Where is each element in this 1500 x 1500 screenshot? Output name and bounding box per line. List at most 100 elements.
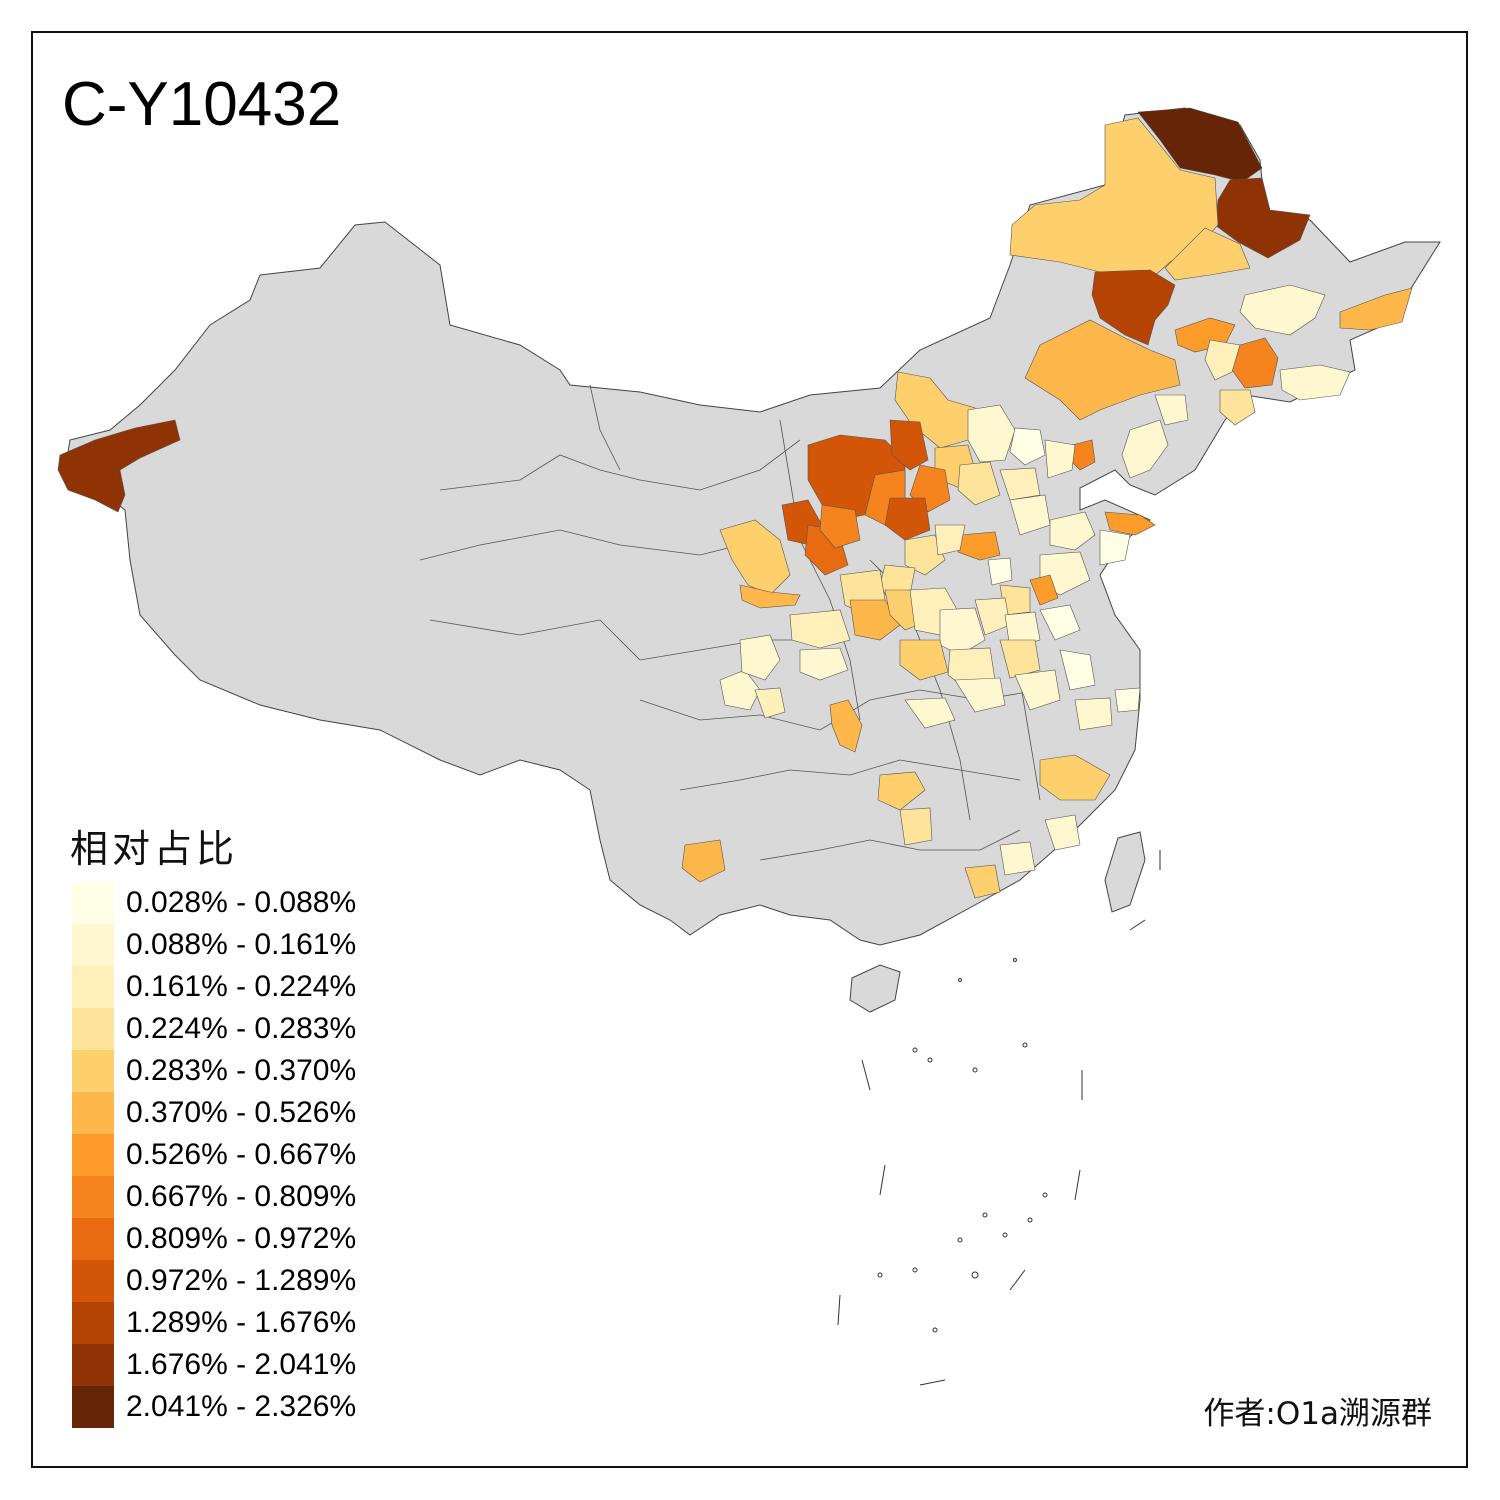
region-nanyang — [899, 639, 949, 681]
region-weihai — [1104, 511, 1156, 536]
region-guangzhou — [964, 864, 1001, 899]
taiwan-island — [1104, 831, 1146, 913]
legend-item: 0.224% - 0.283% — [72, 1008, 356, 1050]
legend-item: 0.972% - 1.289% — [72, 1260, 356, 1302]
legend-swatch — [72, 1092, 114, 1134]
map-frame — [31, 31, 1468, 1468]
legend-swatch — [72, 1386, 114, 1428]
region-shiyan — [904, 697, 956, 729]
region-shenyang — [1219, 389, 1256, 426]
legend-label: 0.370% - 0.526% — [126, 1096, 357, 1129]
region-yancheng — [1059, 649, 1096, 691]
legend-label: 0.028% - 0.088% — [126, 886, 357, 919]
region-qingdao — [1099, 529, 1131, 566]
region-nanjing — [1074, 697, 1113, 731]
region-luoyang — [939, 607, 986, 656]
region-jinan — [1049, 511, 1096, 551]
region-jinzhong — [934, 524, 966, 556]
legend-label: 0.224% - 0.283% — [126, 1012, 357, 1045]
region-xinzhou — [884, 497, 931, 541]
legend-label: 0.972% - 1.289% — [126, 1264, 357, 1297]
legend-label: 0.283% - 0.370% — [126, 1054, 357, 1087]
legend-item: 0.667% - 0.809% — [72, 1176, 356, 1218]
region-hefei — [1014, 669, 1061, 711]
legend-label: 0.088% - 0.161% — [126, 928, 357, 961]
region-chengdu — [754, 687, 786, 719]
legend-item: 0.370% - 0.526% — [72, 1092, 356, 1134]
region-shangqiu — [1004, 611, 1041, 649]
region-hanzhong — [799, 647, 849, 681]
legend-item: 0.028% - 0.088% — [72, 882, 356, 924]
region-dalian — [1121, 419, 1169, 479]
legend-label: 0.526% - 0.667% — [126, 1138, 357, 1171]
region-xuzhou — [1039, 604, 1081, 641]
region-fuzhou — [1044, 814, 1081, 851]
south-china-sea-islands — [837, 850, 1161, 1386]
region-yulin — [819, 504, 861, 549]
legend-item: 0.283% - 0.370% — [72, 1050, 356, 1092]
region-ganzhou — [999, 841, 1036, 876]
region-tangshan — [1044, 439, 1076, 479]
legend-label: 2.041% - 2.326% — [126, 1390, 357, 1423]
region-taiyuan — [904, 534, 946, 576]
region-liaoning-mid — [1154, 394, 1189, 426]
legend-item: 0.088% - 0.161% — [72, 924, 356, 966]
region-langfang — [999, 467, 1041, 501]
region-yanbian — [1279, 364, 1351, 401]
map-title: C-Y10432 — [62, 70, 342, 139]
legend-swatch — [72, 1050, 114, 1092]
legend-label: 1.676% - 2.041% — [126, 1348, 357, 1381]
region-baoji — [789, 609, 851, 649]
legend-swatch — [72, 1344, 114, 1386]
legend-swatch — [72, 1260, 114, 1302]
legend-swatch — [72, 1302, 114, 1344]
legend-swatch — [72, 1176, 114, 1218]
region-fuyang — [999, 639, 1041, 679]
legend-label: 0.161% - 0.224% — [126, 970, 357, 1003]
region-beijing — [1009, 427, 1046, 466]
region-ganzi — [719, 669, 761, 711]
region-chongqing — [829, 699, 863, 753]
legend-swatch — [72, 1134, 114, 1176]
legend-item: 1.676% - 2.041% — [72, 1344, 356, 1386]
hainan-island — [849, 964, 901, 1013]
legend-swatch — [72, 924, 114, 966]
legend: 0.028% - 0.088% 0.088% - 0.161% 0.161% -… — [72, 882, 356, 1428]
legend-label: 0.667% - 0.809% — [126, 1180, 357, 1213]
region-xingan — [1091, 269, 1176, 346]
region-jining — [1029, 574, 1059, 606]
region-tianshui — [739, 584, 801, 609]
region-huaihua — [877, 771, 926, 811]
region-ningbo — [1039, 754, 1111, 801]
legend-swatch — [72, 966, 114, 1008]
region-qiqihar — [1164, 227, 1251, 281]
legend-label: 0.809% - 0.972% — [126, 1222, 357, 1255]
region-xian — [849, 599, 901, 641]
region-chifeng-tongliao — [1024, 319, 1181, 421]
region-kunming — [681, 839, 726, 883]
prefecture-regions — [57, 107, 1413, 899]
legend-swatch — [72, 1218, 114, 1260]
legend-item: 1.289% - 1.676% — [72, 1302, 356, 1344]
legend-swatch — [72, 1008, 114, 1050]
region-jilin — [1204, 339, 1241, 381]
author-credit: 作者:O1a溯源群 — [1203, 1396, 1432, 1432]
region-aba — [739, 634, 781, 681]
legend-swatch — [72, 882, 114, 924]
legend-item: 0.526% - 0.667% — [72, 1134, 356, 1176]
region-ili — [57, 419, 181, 513]
legend-label: 1.289% - 1.676% — [126, 1306, 357, 1339]
region-baoding — [957, 461, 1001, 506]
region-wuhan — [954, 677, 1006, 713]
region-jiamusi — [1339, 287, 1413, 331]
region-hengyang — [899, 807, 933, 846]
legend-item: 0.809% - 0.972% — [72, 1218, 356, 1260]
region-suzhou — [1114, 687, 1141, 713]
region-xingtai — [987, 557, 1013, 586]
legend-title: 相对占比 — [70, 827, 239, 871]
legend-item: 2.041% - 2.326% — [72, 1386, 356, 1428]
legend-item: 0.161% - 0.224% — [72, 966, 356, 1008]
region-baotou — [889, 419, 929, 471]
region-suihua — [1239, 284, 1326, 336]
